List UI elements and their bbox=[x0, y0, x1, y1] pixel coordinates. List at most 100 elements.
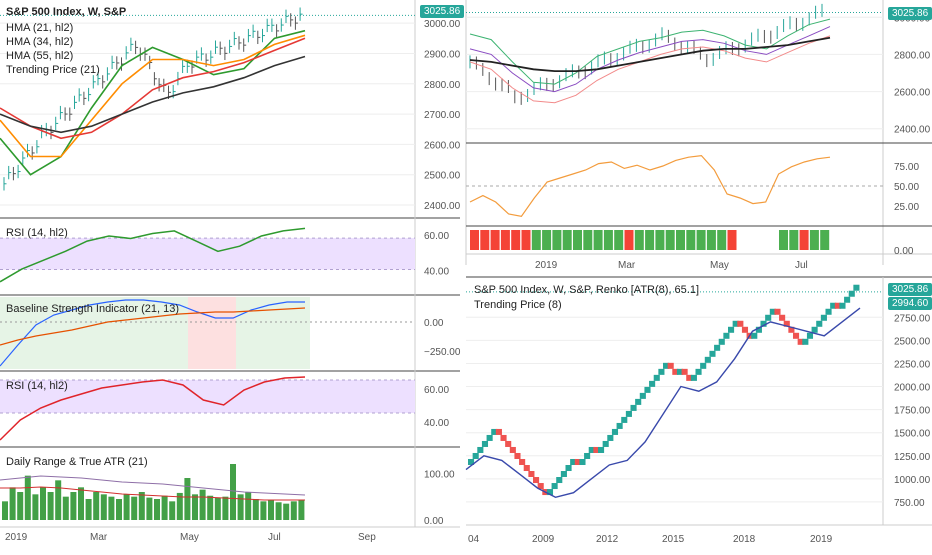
renko-brick bbox=[565, 465, 572, 472]
range-bar bbox=[245, 492, 252, 520]
renko-brick bbox=[616, 422, 623, 429]
renko-brick bbox=[546, 489, 554, 496]
renko-brick bbox=[477, 446, 484, 453]
renko-brick bbox=[644, 386, 651, 393]
renko-brick bbox=[751, 332, 758, 339]
range-bar bbox=[161, 495, 168, 520]
renko-brick bbox=[672, 368, 679, 375]
renko-brick bbox=[579, 458, 586, 465]
range-bar bbox=[24, 475, 31, 520]
right-top-time-tick: Jul bbox=[795, 260, 808, 271]
range-bar bbox=[283, 503, 290, 520]
rsi2-tick: 40.00 bbox=[424, 418, 449, 429]
histogram-bar bbox=[542, 230, 552, 250]
rsi-tick: 60.00 bbox=[424, 231, 449, 242]
hist-tick: 0.00 bbox=[894, 246, 914, 257]
histogram-bar bbox=[593, 230, 603, 250]
renko-price-tick: 1000.00 bbox=[894, 475, 931, 486]
envelope-mid bbox=[469, 26, 831, 93]
envelope-lower bbox=[469, 35, 831, 104]
renko-brick bbox=[505, 440, 512, 447]
renko-time-tick: 2019 bbox=[810, 534, 833, 545]
range-bar bbox=[78, 487, 84, 520]
histogram-bar bbox=[645, 230, 655, 250]
range-bar bbox=[93, 492, 100, 520]
left-legend-hma21: HMA (21, hl2) bbox=[6, 22, 74, 34]
histogram-bar bbox=[562, 230, 572, 250]
renko-price-tick: 2750.00 bbox=[894, 313, 931, 324]
renko-brick bbox=[519, 458, 526, 465]
renko-price-tick: 2250.00 bbox=[894, 359, 931, 370]
bsi-slow-line bbox=[0, 307, 306, 346]
renko-brick bbox=[820, 314, 827, 321]
renko-brick bbox=[690, 374, 697, 381]
range-bar bbox=[9, 487, 16, 520]
range-bar bbox=[17, 492, 24, 520]
left-time-tick: Jul bbox=[268, 532, 281, 543]
atr-line-2 bbox=[0, 486, 305, 501]
histogram-bar bbox=[789, 230, 799, 250]
histogram-bar bbox=[706, 230, 716, 250]
histogram-bar bbox=[696, 230, 706, 250]
renko-brick bbox=[635, 398, 642, 405]
renko-brick bbox=[806, 332, 814, 339]
renko-brick bbox=[533, 477, 540, 484]
renko-brick bbox=[793, 332, 800, 339]
renko-brick bbox=[853, 284, 860, 291]
histogram-bar bbox=[665, 230, 675, 250]
renko-brick bbox=[681, 368, 688, 375]
renko-legend-title: S&P 500 Index, W, S&P, Renko [ATR(8), 65… bbox=[474, 284, 700, 296]
renko-brick bbox=[723, 332, 730, 339]
renko-brick bbox=[834, 302, 841, 309]
bsi-tick: 0.00 bbox=[424, 318, 444, 329]
renko-brick bbox=[570, 458, 577, 465]
range-bar bbox=[55, 480, 62, 520]
renko-price-tick: 2000.00 bbox=[894, 383, 931, 394]
renko-brick bbox=[649, 380, 656, 387]
range-bar bbox=[268, 500, 274, 520]
rsi-band bbox=[0, 238, 415, 270]
histogram-bar bbox=[655, 230, 665, 250]
renko-brick bbox=[728, 326, 735, 333]
range-tick: 0.00 bbox=[424, 516, 444, 527]
renko-time-tick: 2012 bbox=[596, 534, 619, 545]
renko-brick bbox=[737, 320, 744, 327]
renko-time-tick: 2015 bbox=[662, 534, 685, 545]
renko-price-tick: 1250.00 bbox=[894, 452, 931, 463]
renko-brick bbox=[760, 320, 767, 327]
range-bar bbox=[192, 494, 198, 520]
renko-brick bbox=[732, 320, 739, 327]
renko-brick bbox=[551, 483, 558, 490]
renko-time-tick: 2018 bbox=[733, 534, 756, 545]
range-bar bbox=[237, 494, 244, 520]
left-legend-hma55: HMA (55, hl2) bbox=[6, 50, 74, 62]
renko-brick bbox=[765, 314, 772, 321]
bsi-green-zone bbox=[0, 297, 188, 369]
renko-ma-price-tag: 2994.60 bbox=[888, 297, 932, 310]
left-price-tick: 2500.00 bbox=[424, 171, 461, 182]
range-bar bbox=[131, 496, 138, 520]
left-price-tick: 2700.00 bbox=[424, 110, 461, 121]
renko-brick bbox=[797, 338, 804, 345]
range-bar bbox=[62, 496, 69, 520]
renko-brick bbox=[486, 434, 493, 441]
osc-tick: 25.00 bbox=[894, 202, 919, 213]
histogram-bar bbox=[470, 230, 479, 250]
range-label: Daily Range & True ATR (21) bbox=[6, 456, 148, 468]
renko-brick bbox=[588, 446, 595, 453]
range-bar bbox=[252, 499, 259, 520]
renko-brick bbox=[621, 416, 628, 423]
histogram-bar bbox=[809, 230, 819, 250]
renko-brick bbox=[718, 338, 725, 345]
renko-brick bbox=[811, 326, 818, 333]
renko-brick bbox=[481, 440, 489, 447]
renko-brick bbox=[491, 428, 498, 435]
left-price-tick: 2900.00 bbox=[424, 49, 461, 60]
renko-brick bbox=[630, 404, 637, 411]
range-bar bbox=[32, 494, 39, 520]
envelope-upper bbox=[469, 18, 831, 85]
histogram-bar bbox=[521, 230, 531, 250]
orange-oscillator bbox=[469, 154, 831, 218]
right-top-price-tick: 2800.00 bbox=[894, 50, 931, 61]
